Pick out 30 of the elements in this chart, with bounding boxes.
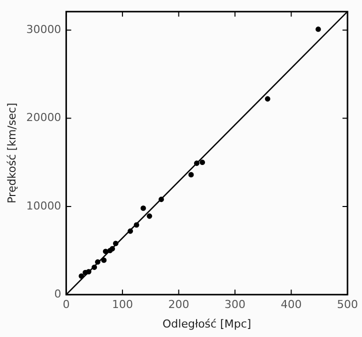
point	[200, 160, 206, 166]
y-tick-label: 30000	[26, 22, 62, 36]
point	[101, 258, 107, 263]
point	[86, 268, 92, 274]
point	[128, 228, 134, 234]
x-tick-label: 0	[62, 298, 70, 312]
x-tick-label: 400	[280, 298, 302, 312]
point	[95, 259, 100, 265]
point	[140, 206, 146, 211]
point	[78, 273, 84, 279]
point	[146, 213, 152, 219]
point	[102, 248, 108, 254]
point	[316, 26, 321, 32]
point	[188, 172, 194, 178]
point	[264, 96, 270, 102]
y-axis-title: Prędkość [km/sec]	[5, 102, 18, 204]
x-tick-label: 200	[168, 298, 190, 312]
y-tick-label: 20000	[26, 111, 62, 124]
x-tick-label: 500	[337, 298, 358, 312]
y-tick-label: 0	[54, 287, 62, 300]
point	[113, 240, 118, 246]
x-tick-label: 100	[112, 298, 133, 312]
x-tick-label: 300	[224, 298, 246, 312]
point	[110, 246, 116, 252]
y-tick-label: 10000	[26, 199, 62, 212]
point	[158, 196, 164, 202]
point	[134, 222, 140, 228]
x-axis-title: Odległość [Mpc]	[162, 317, 252, 330]
point	[194, 160, 200, 166]
point	[92, 264, 98, 270]
